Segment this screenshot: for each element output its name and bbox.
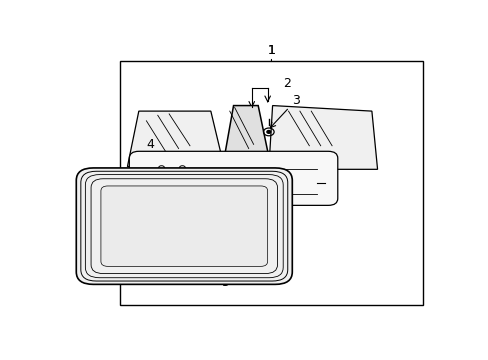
Circle shape [266, 131, 270, 133]
Text: 1: 1 [267, 44, 275, 57]
Text: 4: 4 [146, 138, 161, 158]
FancyBboxPatch shape [101, 186, 267, 266]
Circle shape [230, 180, 236, 184]
Text: 1: 1 [267, 44, 275, 61]
Text: 2: 2 [282, 77, 290, 90]
FancyBboxPatch shape [76, 168, 292, 284]
Text: 5: 5 [163, 271, 229, 289]
Polygon shape [222, 105, 271, 169]
Polygon shape [268, 105, 377, 169]
Bar [120, 61, 422, 305]
Text: 3: 3 [270, 94, 300, 127]
Polygon shape [127, 111, 224, 167]
FancyBboxPatch shape [129, 151, 337, 205]
